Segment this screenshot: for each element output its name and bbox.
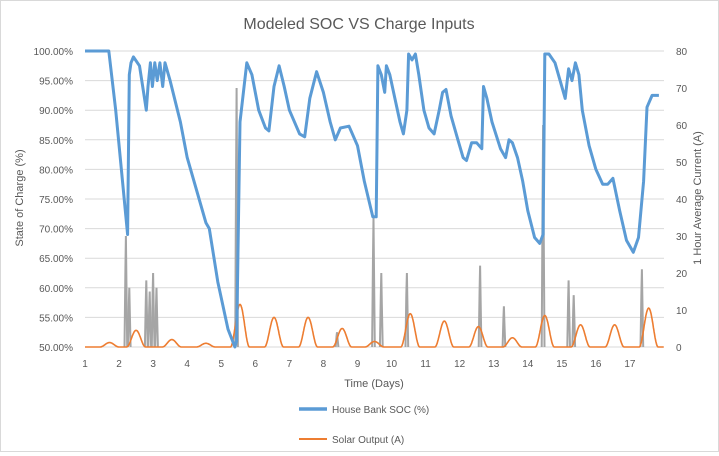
y-left-tick-label: 100.00% xyxy=(34,47,74,58)
x-tick-label: 9 xyxy=(355,359,361,370)
x-tick-label: 7 xyxy=(287,359,293,370)
legend: House Bank SOC (%) Solar Output (A) xyxy=(299,405,429,446)
x-tick-label: 12 xyxy=(454,359,466,370)
y-left-tick-label: 60.00% xyxy=(39,284,73,295)
charge-input-series xyxy=(123,87,645,348)
charge-input-spike xyxy=(639,269,645,348)
x-tick-label: 4 xyxy=(184,359,190,370)
x-tick-label: 3 xyxy=(150,359,156,370)
x-tick-label: 11 xyxy=(420,359,431,370)
y-axis-left-title: State of Charge (%) xyxy=(14,149,26,246)
charge-input-spike xyxy=(404,272,410,348)
y-right-tick-label: 20 xyxy=(676,269,688,280)
y-left-tick-label: 70.00% xyxy=(39,225,73,236)
y-right-tick-label: 70 xyxy=(676,84,688,95)
x-tick-label: 5 xyxy=(218,359,224,370)
charge-input-spike xyxy=(566,280,571,348)
y-left-tick-label: 85.00% xyxy=(39,136,73,147)
x-tick-label: 17 xyxy=(624,359,636,370)
chart-title: Modeled SOC VS Charge Inputs xyxy=(243,16,474,33)
y-right-tick-label: 50 xyxy=(676,158,688,169)
x-tick-label: 14 xyxy=(522,359,534,370)
y-left-tick-label: 55.00% xyxy=(39,313,73,324)
charge-input-spike xyxy=(501,306,507,348)
charge-input-spike xyxy=(143,280,149,348)
y-left-tick-label: 90.00% xyxy=(39,106,73,117)
y-axis-right-title: 1 Hour Average Current (A) xyxy=(692,131,704,265)
x-tick-label: 13 xyxy=(488,359,500,370)
y-left-tick-label: 75.00% xyxy=(39,195,73,206)
house-bank-soc-line xyxy=(85,49,659,349)
y-left-tick-label: 50.00% xyxy=(39,343,73,354)
x-tick-label: 1 xyxy=(82,359,88,370)
charge-input-spike xyxy=(378,272,384,348)
charge-input-spike xyxy=(571,295,577,348)
y-axis-left-ticks: 50.00% 55.00% 60.00% 65.00% 70.00% 75.00% 80.0… xyxy=(34,47,74,354)
legend-label: House Bank SOC (%) xyxy=(332,405,429,416)
charge-input-spike xyxy=(126,287,132,348)
y-right-tick-label: 30 xyxy=(676,232,688,243)
solar-output-line xyxy=(85,303,664,348)
y-right-tick-label: 10 xyxy=(676,306,688,317)
x-axis-ticks: 1 2 3 4 5 6 7 8 9 10 11 12 13 14 15 16 17 xyxy=(82,359,636,370)
x-tick-label: 10 xyxy=(386,359,398,370)
y-axis-right-ticks: 0 10 20 30 40 50 60 70 80 xyxy=(676,47,688,354)
y-left-tick-label: 95.00% xyxy=(39,77,73,88)
charge-input-spike xyxy=(147,291,153,348)
y-right-tick-label: 60 xyxy=(676,121,688,132)
y-right-tick-label: 0 xyxy=(676,343,682,354)
x-tick-label: 2 xyxy=(116,359,122,370)
legend-label: Solar Output (A) xyxy=(332,435,404,446)
charge-input-spike xyxy=(123,235,129,348)
house-bank-soc-series xyxy=(85,49,659,349)
charge-input-spike xyxy=(154,287,159,348)
x-axis-title: Time (Days) xyxy=(344,378,403,390)
charge-input-spike xyxy=(150,272,156,348)
x-tick-label: 16 xyxy=(590,359,602,370)
charge-input-spike xyxy=(477,265,483,348)
solar-output-series xyxy=(85,303,664,348)
y-right-tick-label: 40 xyxy=(676,195,688,206)
y-right-tick-label: 80 xyxy=(676,47,688,58)
y-left-tick-label: 80.00% xyxy=(39,165,73,176)
x-tick-label: 8 xyxy=(321,359,327,370)
x-tick-label: 15 xyxy=(556,359,568,370)
x-tick-label: 6 xyxy=(253,359,259,370)
charge-input-spike xyxy=(371,217,376,348)
y-left-tick-label: 65.00% xyxy=(39,254,73,265)
